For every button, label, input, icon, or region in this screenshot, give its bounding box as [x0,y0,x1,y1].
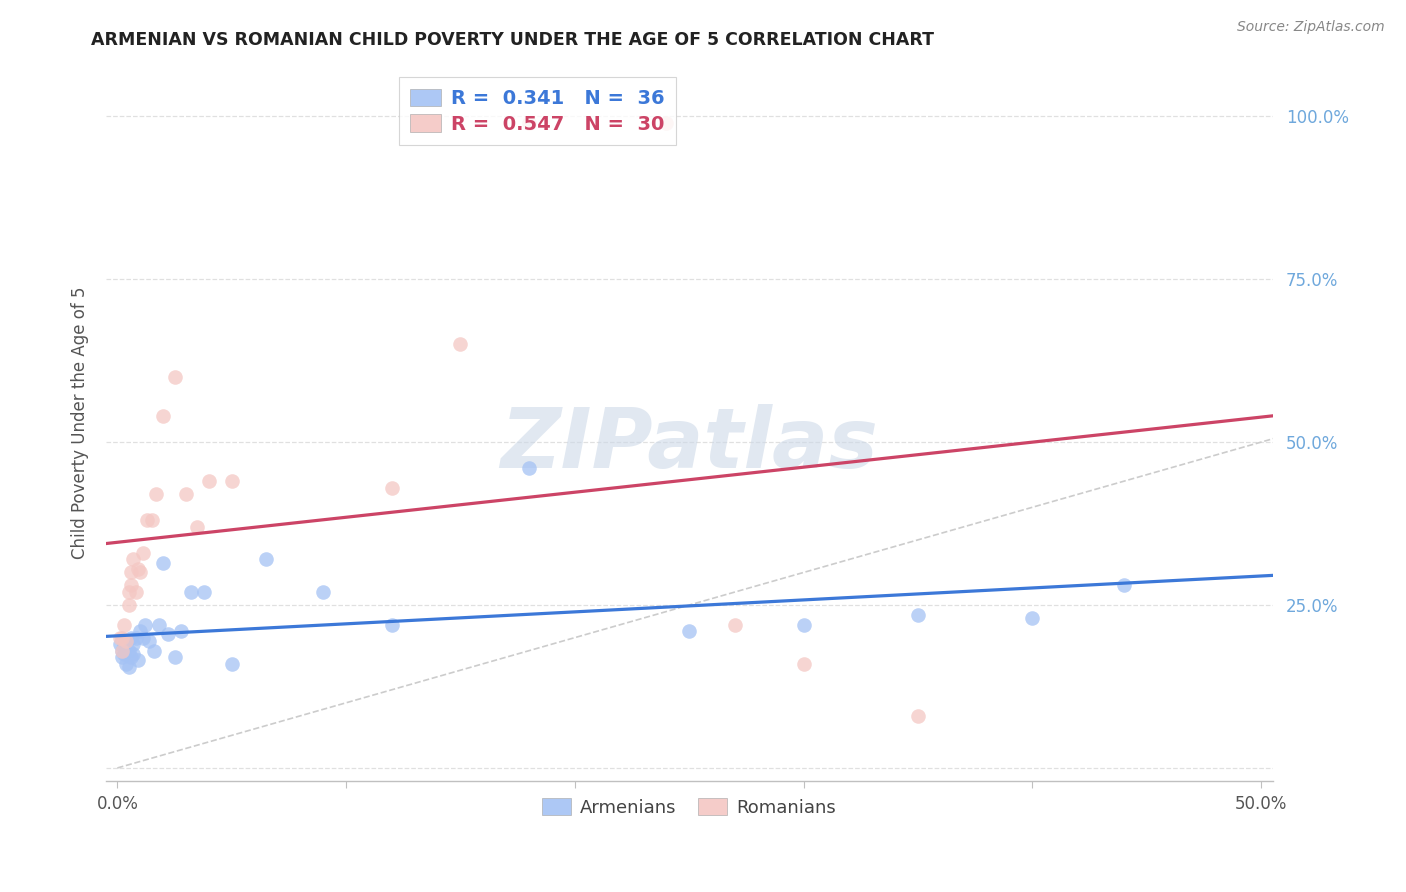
Point [198,474,221,488]
Point [127,562,149,576]
Point [793,657,815,671]
Point [381,481,404,495]
Point [152,409,174,423]
Point [312,585,335,599]
Point [134,617,156,632]
Point [112,637,135,651]
Point [118,585,141,599]
Point [221,474,243,488]
Point [108,631,131,645]
Point [112,647,135,661]
Point [156,627,179,641]
Point [120,631,142,645]
Point [111,650,134,665]
Point [120,566,142,580]
Point [127,653,149,667]
Point [170,624,193,639]
Point [724,617,747,632]
Point [120,650,142,665]
Y-axis label: Child Poverty Under the Age of 5: Child Poverty Under the Age of 5 [72,286,89,558]
Point [678,624,700,639]
Text: Source: ZipAtlas.com: Source: ZipAtlas.com [1237,20,1385,34]
Point [124,631,146,645]
Point [907,607,929,622]
Point [122,647,145,661]
Point [138,633,160,648]
Point [129,624,152,639]
Point [450,337,472,351]
Point [517,461,540,475]
Point [120,578,142,592]
Point [131,546,153,560]
Point [142,643,165,657]
Point [108,637,131,651]
Point [115,633,138,648]
Point [131,631,153,645]
Point [122,637,145,651]
Point [163,370,186,384]
Point [122,552,145,566]
Point [381,617,404,632]
Point [152,556,174,570]
Point [111,643,134,657]
Legend: Armenians, Romanians: Armenians, Romanians [533,789,845,826]
Point [186,520,208,534]
Point [655,116,678,130]
Point [1112,578,1135,592]
Point [115,657,138,671]
Point [124,585,146,599]
Point [193,585,215,599]
Text: ZIPatlas: ZIPatlas [501,403,879,484]
Point [907,708,929,723]
Point [118,643,141,657]
Point [111,631,134,645]
Point [163,650,186,665]
Point [180,585,202,599]
Point [254,552,277,566]
Point [793,617,815,632]
Point [221,657,243,671]
Point [129,566,152,580]
Point [174,487,197,501]
Point [118,660,141,674]
Point [1021,611,1043,625]
Point [136,513,159,527]
Text: ARMENIAN VS ROMANIAN CHILD POVERTY UNDER THE AGE OF 5 CORRELATION CHART: ARMENIAN VS ROMANIAN CHILD POVERTY UNDER… [91,31,935,49]
Point [112,617,135,632]
Point [517,116,540,130]
Point [148,617,170,632]
Point [118,598,141,612]
Point [141,513,163,527]
Point [145,487,167,501]
Point [111,643,134,657]
